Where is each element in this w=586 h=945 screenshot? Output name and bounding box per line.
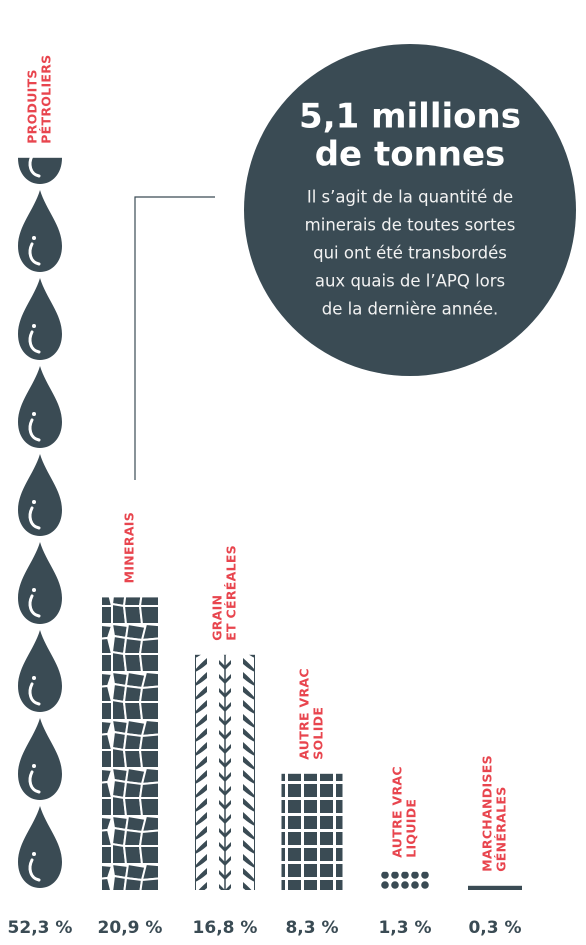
callout-text: qui ont été transbordés xyxy=(313,244,507,263)
category-label: ET CÉRÉALES xyxy=(224,545,239,641)
category-label: AUTRE VRAC xyxy=(297,668,312,760)
value-label: 8,3 % xyxy=(285,918,338,938)
category-label: GRAIN xyxy=(210,595,225,641)
category-label: PRODUITS xyxy=(25,69,40,144)
callout-circle xyxy=(244,44,576,376)
pictogram-column xyxy=(102,597,158,890)
pictogram-column xyxy=(195,654,255,890)
category-label: GÉNÉRALES xyxy=(494,786,509,871)
category-label: LIQUIDE xyxy=(404,799,419,858)
callout-title: 5,1 millions xyxy=(299,97,521,137)
value-label: 52,3 % xyxy=(8,918,73,938)
pictogram-column xyxy=(281,773,343,890)
connector xyxy=(134,196,215,480)
callout-text: Il s’agit de la quantité de xyxy=(307,188,513,207)
category-label: PÉTROLIERS xyxy=(39,55,54,144)
callout-text: aux quais de l’APQ lors xyxy=(315,272,505,291)
value-label: 0,3 % xyxy=(468,918,521,938)
category-label: AUTRE VRAC xyxy=(390,766,405,858)
category-label: MINERAIS xyxy=(122,512,137,583)
value-label: 16,8 % xyxy=(193,918,258,938)
value-label: 20,9 % xyxy=(98,918,163,938)
pictogram-column xyxy=(380,871,430,890)
callout-text: de la dernière année. xyxy=(322,300,499,319)
callout-text: minerais de toutes sortes xyxy=(305,216,516,235)
pictogram-column xyxy=(468,885,522,890)
callout-title: de tonnes xyxy=(315,135,506,175)
category-label: SOLIDE xyxy=(311,707,326,760)
value-label: 1,3 % xyxy=(378,918,431,938)
pictogram-column xyxy=(12,157,68,891)
category-label: MARCHANDISES xyxy=(480,755,495,872)
